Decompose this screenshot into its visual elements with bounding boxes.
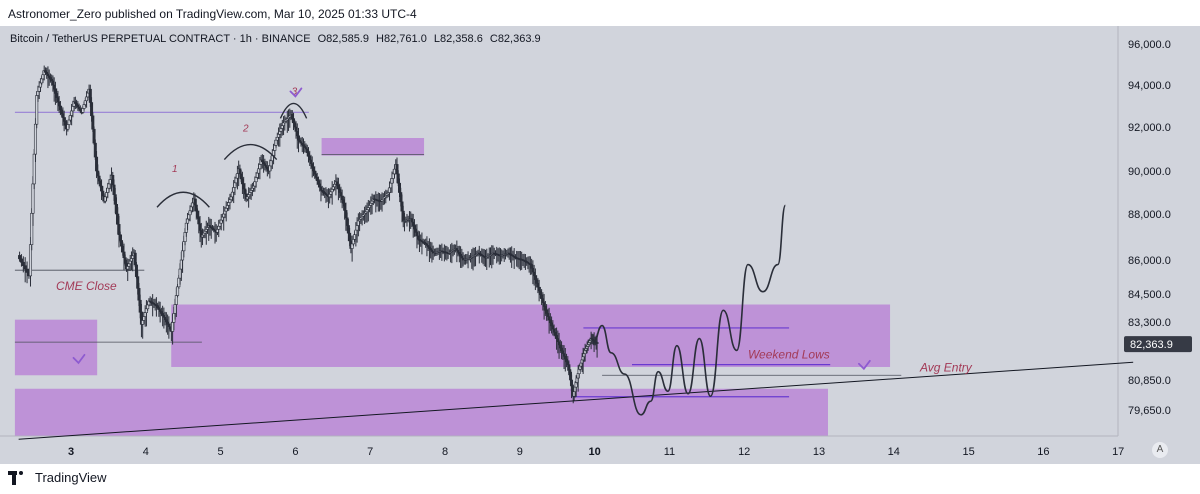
wave-arc-3 [279,102,308,119]
candle-body [23,265,27,270]
tradingview-logo-icon [8,470,30,485]
y-tick-label: 84,500.0 [1128,289,1171,301]
zone-resistance [321,138,425,156]
x-tick-label: 14 [888,446,900,458]
x-tick-label: 16 [1037,446,1049,458]
auto-scale-button[interactable]: A [1152,442,1168,458]
y-tick-label: 79,650.0 [1128,405,1171,417]
wave-label-3: 3 [292,86,298,97]
zone-bottom [14,388,828,436]
candle-body [18,255,22,260]
ohlc-open: O82,585.9 [317,33,369,45]
last-price-tag [1124,336,1192,353]
zone-mid-large [171,304,891,367]
ohlc-low: L82,358.6 [433,33,483,45]
candle-body [595,342,599,344]
check-icon [857,359,871,371]
chart-area[interactable]: 1 2 3 CME Close Weekend Lows Avg Entry 96,000.… [0,26,1200,464]
symbol-name: Bitcoin / TetherUS PERPETUAL CONTRACT · … [10,33,311,45]
last-price-label: 82,363.9 [1130,339,1173,351]
x-tick-label: 10 [588,446,600,458]
weekend-lows-label: Weekend Lows [748,348,830,362]
y-tick-label: 80,850.0 [1128,375,1171,387]
y-tick-label: 94,000.0 [1128,80,1171,92]
zone-left-upper [14,319,98,376]
ohlc-high: H82,761.0 [376,33,427,45]
x-tick-label: 8 [442,446,448,458]
candle-body [33,123,37,155]
x-tick-label: 7 [367,446,373,458]
brand-label: TradingView [35,470,107,485]
x-tick-label: 3 [68,446,74,458]
wave-label-1: 1 [172,164,178,175]
x-tick-label: 13 [813,446,825,458]
x-tick-label: 9 [517,446,523,458]
trendline [18,361,1134,440]
x-tick-label: 15 [962,446,974,458]
x-tick-label: 6 [292,446,298,458]
publisher-line: Astronomer_Zero published on TradingView… [8,7,417,21]
check-icon [289,87,303,98]
cme-close-label: CME Close [56,279,117,293]
x-tick-label: 12 [738,446,750,458]
y-tick-label: 88,000.0 [1128,209,1171,221]
check-icon [72,353,86,365]
x-tick-label: 5 [218,446,224,458]
y-tick-label: 96,000.0 [1128,39,1171,51]
x-tick-label: 11 [664,446,675,458]
wave-arc-1 [156,191,210,208]
avg-entry-label: Avg Entry [919,360,973,374]
candle-body [21,261,25,266]
wave-label-2: 2 [242,123,249,134]
ohlc-close: C82,363.9 [489,33,541,45]
x-tick-label: 17 [1112,446,1124,458]
projected-path [592,204,787,416]
y-tick-label: 86,000.0 [1128,255,1171,267]
symbol-legend: Bitcoin / TetherUS PERPETUAL CONTRACT · … [10,33,545,45]
x-tick-label: 4 [143,446,149,458]
candle-body [25,268,29,273]
wave-arc-2 [223,144,278,161]
y-tick-label: 83,300.0 [1128,317,1171,329]
y-tick-label: 92,000.0 [1128,122,1171,134]
y-tick-label: 90,000.0 [1128,166,1171,178]
footer: TradingView [8,470,107,485]
candle-body [19,258,23,263]
